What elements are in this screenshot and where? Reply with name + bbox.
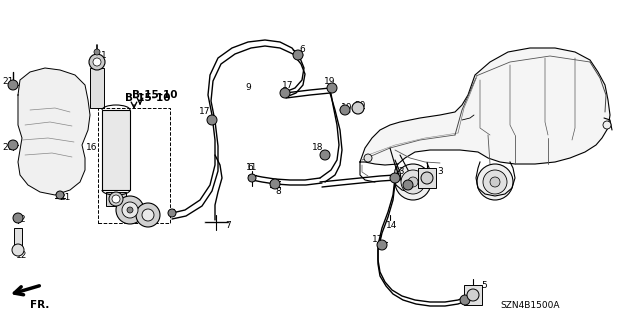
Text: 22: 22 bbox=[147, 211, 157, 219]
Circle shape bbox=[89, 54, 105, 70]
Circle shape bbox=[401, 170, 425, 194]
Circle shape bbox=[460, 295, 470, 305]
Circle shape bbox=[207, 115, 217, 125]
Circle shape bbox=[340, 105, 350, 115]
Circle shape bbox=[390, 173, 400, 183]
Circle shape bbox=[109, 192, 123, 206]
Polygon shape bbox=[18, 68, 90, 195]
Circle shape bbox=[364, 154, 372, 162]
Circle shape bbox=[94, 49, 100, 55]
Circle shape bbox=[270, 179, 280, 189]
Bar bbox=[106, 192, 126, 206]
Circle shape bbox=[116, 196, 144, 224]
Polygon shape bbox=[360, 48, 610, 165]
Circle shape bbox=[56, 191, 64, 199]
Circle shape bbox=[127, 207, 133, 213]
Bar bbox=[90, 68, 104, 108]
Text: 16: 16 bbox=[86, 144, 98, 152]
Text: FR.: FR. bbox=[30, 300, 50, 310]
Bar bbox=[102, 110, 130, 190]
Circle shape bbox=[168, 209, 176, 217]
Text: 17: 17 bbox=[372, 235, 384, 244]
Circle shape bbox=[8, 140, 18, 150]
Circle shape bbox=[403, 180, 413, 190]
Text: SZN4B1500A: SZN4B1500A bbox=[500, 300, 560, 309]
Text: 17: 17 bbox=[282, 81, 294, 91]
Text: 19: 19 bbox=[324, 78, 336, 86]
Bar bbox=[418, 168, 436, 188]
Text: 6: 6 bbox=[299, 46, 305, 55]
Text: 14: 14 bbox=[387, 220, 397, 229]
Text: 21: 21 bbox=[60, 194, 70, 203]
Circle shape bbox=[248, 174, 256, 182]
Text: 21: 21 bbox=[3, 78, 13, 86]
Circle shape bbox=[395, 164, 431, 200]
Text: 13: 13 bbox=[394, 167, 406, 176]
Text: 3: 3 bbox=[437, 167, 443, 176]
Circle shape bbox=[12, 244, 24, 256]
Bar bbox=[464, 285, 482, 305]
Circle shape bbox=[112, 195, 120, 203]
Circle shape bbox=[377, 240, 387, 250]
Bar bbox=[98, 108, 170, 223]
Text: 9: 9 bbox=[245, 84, 251, 93]
Circle shape bbox=[8, 80, 18, 90]
Text: 10: 10 bbox=[341, 103, 353, 113]
Text: 12: 12 bbox=[16, 250, 28, 259]
Text: 6: 6 bbox=[247, 164, 253, 173]
Circle shape bbox=[483, 170, 507, 194]
Bar bbox=[14, 228, 22, 248]
Text: 20: 20 bbox=[355, 101, 365, 110]
Circle shape bbox=[327, 83, 337, 93]
Text: 18: 18 bbox=[312, 144, 324, 152]
Circle shape bbox=[293, 50, 303, 60]
Text: 7: 7 bbox=[225, 220, 231, 229]
Circle shape bbox=[280, 88, 290, 98]
Text: 4: 4 bbox=[465, 293, 471, 301]
Text: 21: 21 bbox=[3, 144, 13, 152]
Text: 17: 17 bbox=[199, 108, 211, 116]
Text: 4: 4 bbox=[409, 183, 415, 192]
Circle shape bbox=[477, 164, 513, 200]
Circle shape bbox=[142, 209, 154, 221]
Text: B-15-10: B-15-10 bbox=[132, 90, 178, 100]
Circle shape bbox=[352, 102, 364, 114]
Text: B-15-10: B-15-10 bbox=[125, 93, 171, 103]
Text: 15: 15 bbox=[112, 199, 124, 209]
Text: 2: 2 bbox=[19, 216, 25, 225]
Text: 11: 11 bbox=[246, 164, 258, 173]
Circle shape bbox=[421, 172, 433, 184]
Circle shape bbox=[122, 202, 138, 218]
Circle shape bbox=[467, 289, 479, 301]
Text: 5: 5 bbox=[481, 280, 487, 290]
Circle shape bbox=[603, 121, 611, 129]
Text: 8: 8 bbox=[275, 188, 281, 197]
Circle shape bbox=[490, 177, 500, 187]
Circle shape bbox=[408, 177, 418, 187]
Circle shape bbox=[136, 203, 160, 227]
Circle shape bbox=[320, 150, 330, 160]
Text: 1: 1 bbox=[101, 50, 107, 60]
Circle shape bbox=[13, 213, 23, 223]
Circle shape bbox=[93, 58, 101, 66]
